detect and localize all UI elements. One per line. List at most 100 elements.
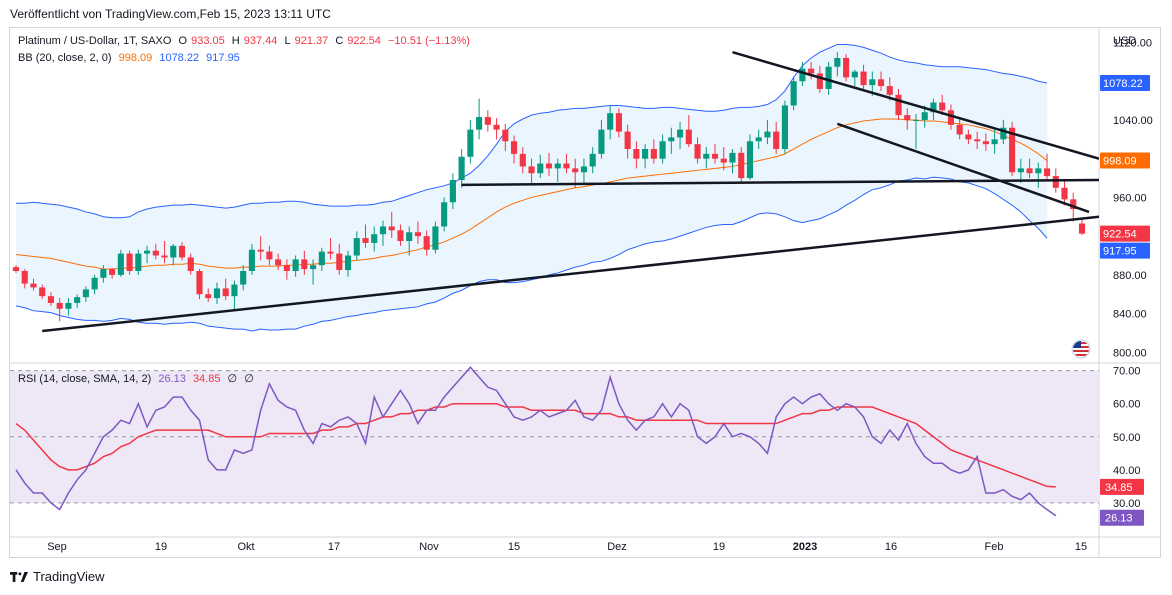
candle-body [74, 297, 81, 303]
candle [275, 253, 282, 271]
candle [947, 104, 954, 130]
rsi-line [15, 366, 1057, 517]
candle-body [947, 110, 954, 125]
candle [598, 119, 605, 159]
trendline-2 [461, 178, 1099, 187]
candle [563, 153, 570, 174]
candle-body [406, 232, 413, 241]
candle [545, 152, 553, 177]
candle-body [677, 129, 684, 138]
candle-body [930, 102, 937, 113]
candle [912, 114, 920, 150]
candle-body [388, 226, 395, 231]
candle-body [65, 302, 72, 309]
flag-icon[interactable] [1071, 339, 1091, 359]
candle [808, 61, 815, 80]
candle-body [336, 253, 343, 271]
candle [589, 147, 596, 174]
candle-body [607, 113, 614, 130]
candle-body [423, 236, 430, 250]
candle-body [257, 249, 264, 252]
candle-body [939, 102, 946, 111]
candle-body [126, 253, 133, 271]
candle [74, 294, 81, 308]
candle-body [441, 202, 448, 227]
candle-body [755, 137, 762, 142]
candle-body [353, 238, 360, 256]
candle-body [205, 294, 212, 299]
price-tick-label: 1120.00 [1113, 38, 1152, 50]
candle [414, 221, 421, 244]
rsi-sma-value: 34.85 [192, 373, 221, 385]
brand[interactable]: TradingView [10, 569, 105, 584]
candle-body [904, 115, 911, 120]
candle-body [877, 79, 885, 87]
candle [371, 226, 378, 252]
candle-body [528, 166, 535, 174]
candle [939, 94, 946, 116]
price-label-text: 1078.22 [1103, 78, 1143, 90]
candle-body [502, 129, 509, 142]
candle [476, 98, 483, 140]
candle-body [100, 269, 107, 278]
rsi-title[interactable]: RSI (14, close, SMA, 14, 2) [18, 373, 152, 385]
candle-body [598, 129, 605, 154]
time-tick-label: 15 [508, 541, 520, 553]
time-tick-label: 19 [155, 541, 167, 553]
candle [528, 158, 535, 183]
time-tick-label: Dez [607, 541, 627, 553]
candle-body [982, 141, 989, 145]
candle [624, 124, 631, 159]
candle [240, 265, 247, 291]
candle [336, 243, 343, 275]
bb-upper-line [16, 43, 1048, 219]
candle [991, 129, 998, 154]
candle [642, 144, 649, 169]
candle-body [895, 94, 902, 116]
price-label-bb_lower: 917.95 [1100, 242, 1150, 259]
candle-body [580, 166, 588, 173]
candle-body [414, 232, 421, 237]
symbol-title[interactable]: Platinum / US-Dollar, 1T, SAXO [18, 35, 172, 47]
candle [283, 259, 290, 280]
price-tick-label: 880.00 [1113, 270, 1147, 282]
candle [764, 119, 771, 145]
time-tick-label: 17 [328, 541, 340, 553]
candle [91, 274, 98, 295]
bb-mid-value: 998.09 [118, 52, 153, 64]
time-tick-label: 2023 [793, 541, 817, 553]
price-label-bg [1100, 152, 1150, 169]
rsi-tick-label: 50.00 [1113, 432, 1141, 444]
bb-title[interactable]: BB (20, close, 2, 0) [18, 52, 112, 64]
candle-body [135, 253, 142, 271]
candle-body [615, 113, 622, 132]
candle [266, 245, 273, 266]
candle-body [82, 289, 89, 298]
candle [729, 149, 736, 174]
candle [248, 243, 255, 275]
candle-body [362, 238, 369, 243]
price-label-close: 922.54 [1100, 225, 1150, 242]
candle [196, 269, 203, 300]
close-label: C 922.54 [335, 35, 381, 47]
candle-body [196, 270, 203, 295]
candle [441, 197, 448, 232]
trendline-3 [732, 51, 1099, 160]
candle-body [1035, 168, 1042, 174]
candle-body [912, 119, 920, 121]
trendline-1 [42, 215, 1099, 333]
trendlines [42, 51, 1099, 333]
candle [178, 241, 186, 261]
candle-body [144, 250, 151, 254]
candle [790, 76, 797, 111]
time-tick-label: Okt [237, 541, 254, 553]
candle [738, 147, 745, 183]
candle [458, 149, 465, 188]
rsi-tick-label: 40.00 [1113, 465, 1141, 477]
candle [860, 64, 867, 91]
candle-body [222, 288, 229, 297]
candle-body [886, 86, 893, 95]
candle-body [1000, 127, 1007, 140]
